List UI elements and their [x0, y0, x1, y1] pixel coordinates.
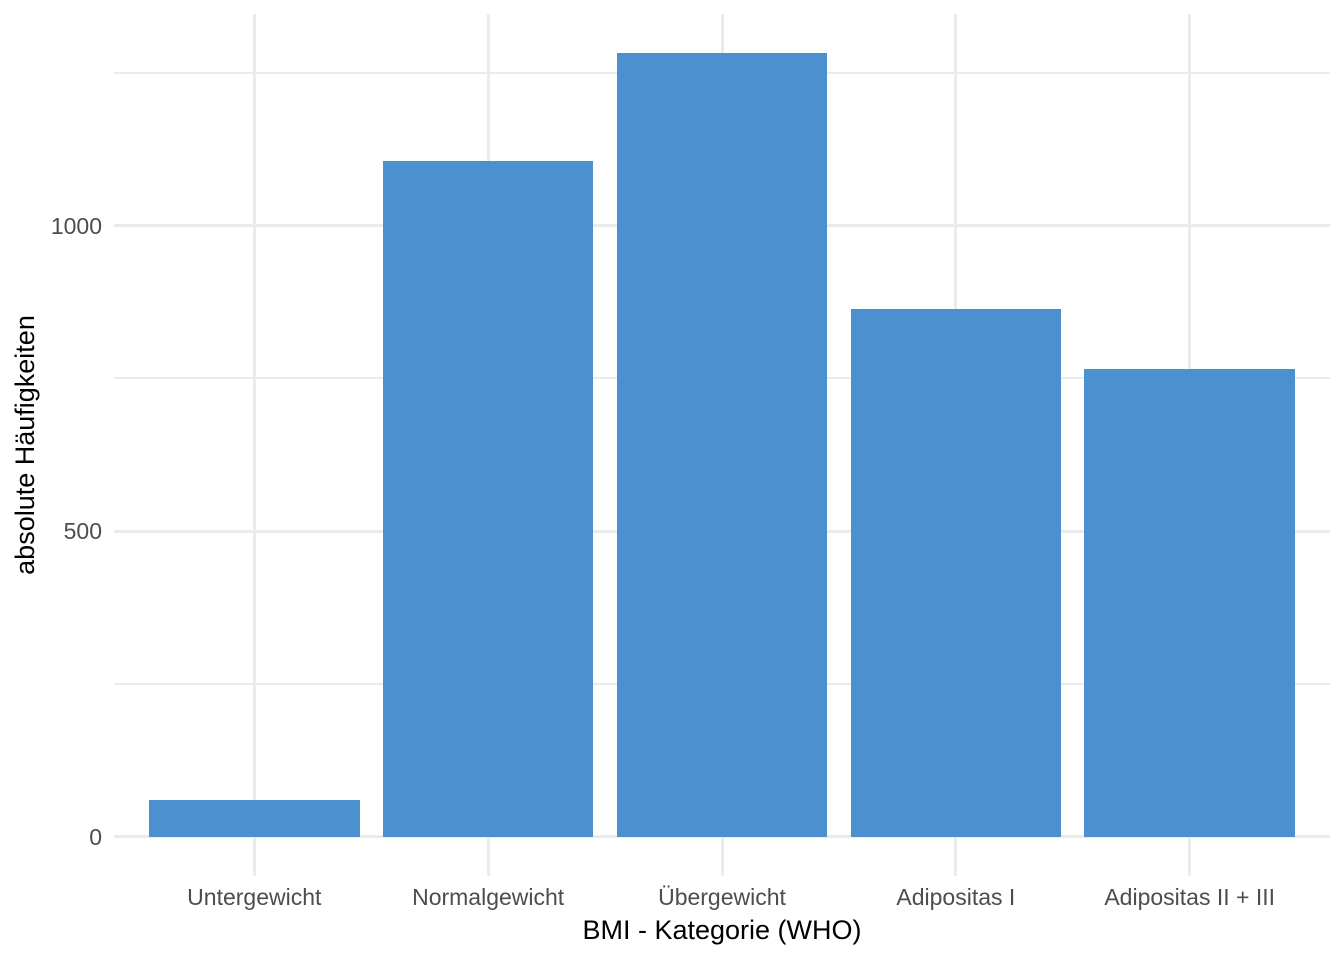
x-tick-label-untergewicht: Untergewicht	[187, 884, 322, 910]
x-tick-label-adipositas-ii-iii: Adipositas II + III	[1104, 884, 1276, 910]
bar-bergewicht	[616, 53, 828, 837]
bar-untergewicht	[149, 800, 360, 837]
bar-normalgewicht	[382, 160, 594, 837]
y-tick-label-1000: 1000	[50, 212, 102, 239]
y-axis-title: absolute Häufigkeiten	[10, 315, 40, 575]
x-tick-label-normalgewicht: Normalgewicht	[412, 884, 565, 910]
vertical-gridline-untergewicht	[252, 14, 256, 876]
bar-adipositas-ii-iii	[1084, 369, 1295, 837]
y-tick-label-500: 500	[63, 518, 102, 545]
x-axis-title: BMI - Kategorie (WHO)	[582, 915, 862, 945]
bar-adipositas-i	[850, 309, 1062, 837]
y-tick-label-0: 0	[89, 823, 102, 850]
x-tick-label-bergewicht: Übergewicht	[658, 884, 786, 910]
plot-panel	[114, 14, 1330, 876]
x-tick-label-adipositas-i: Adipositas I	[896, 884, 1016, 910]
